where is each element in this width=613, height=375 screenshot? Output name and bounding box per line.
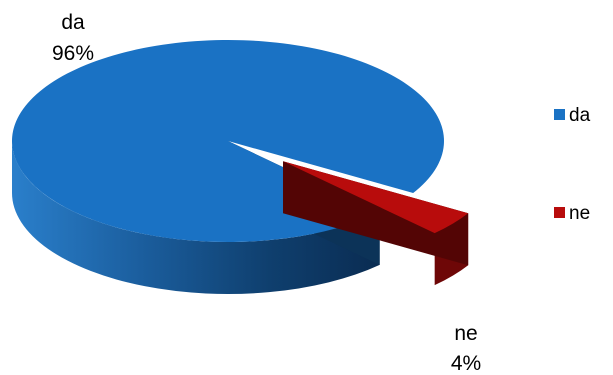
legend-swatch-ne	[554, 207, 565, 218]
legend-swatch-da	[554, 109, 565, 120]
slice-label-ne-category: ne	[454, 322, 477, 345]
slice-label-da-category: da	[61, 11, 85, 34]
pie-slice-ne-top	[283, 161, 469, 234]
legend-label-ne: ne	[569, 203, 590, 224]
legend: da ne	[554, 105, 591, 224]
slice-label-da-percent: 96%	[52, 42, 94, 65]
pie-slice-ne	[283, 161, 469, 286]
legend-label-da: da	[569, 105, 591, 126]
pie-slice-da	[11, 40, 444, 295]
pie-slice-da-top	[11, 40, 444, 243]
slice-label-ne-percent: 4%	[451, 352, 481, 375]
pie-slice-ne-wall	[283, 161, 469, 266]
pie-slice-da-side	[12, 141, 380, 295]
